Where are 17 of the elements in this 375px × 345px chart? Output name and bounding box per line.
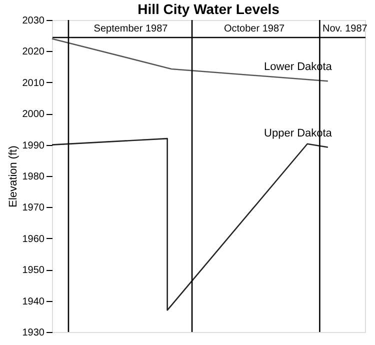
x-tick-label: September 1987 [94,24,168,34]
x-tick-label: October 1987 [224,24,286,34]
y-tick-label: 1950 [22,265,45,276]
y-tick-label: 1990 [22,140,45,152]
y-tick-label: 1970 [22,202,45,214]
y-tick-label: 1980 [22,172,45,182]
y-axis-title: Elevation (ft) [7,146,20,208]
line-series [51,138,329,311]
y-tick-label: 2030 [22,16,45,26]
y-tick-label: 2020 [22,46,45,58]
y-tick-label: 2010 [22,78,45,89]
y-tick-label: 1940 [22,296,45,308]
y-tick-label: 1960 [22,234,45,245]
y-tick-label: 1930 [22,328,45,338]
x-tick-label: Nov. 1987 [322,24,368,34]
chart-title: Hill City Water Levels [138,1,280,17]
y-tick-label: 2000 [22,109,45,120]
